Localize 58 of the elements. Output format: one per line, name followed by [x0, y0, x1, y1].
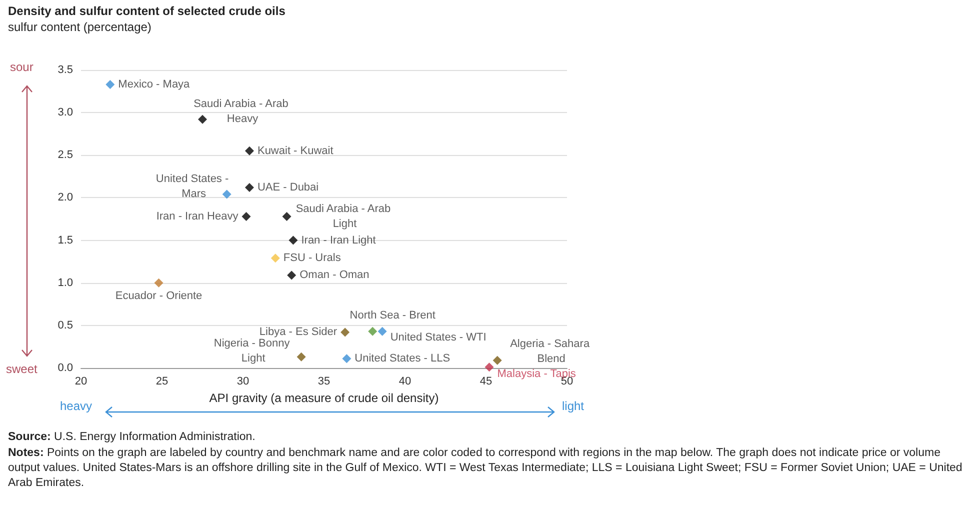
- y-tick-label: 1.0: [58, 276, 73, 289]
- x-tick-label: 30: [236, 376, 250, 388]
- point: [270, 254, 280, 263]
- point: [282, 212, 292, 221]
- series-label: Iran - Iran Heavy: [156, 210, 239, 222]
- y-tick-label: 0.5: [58, 319, 73, 332]
- point: [154, 278, 164, 288]
- series-label: Algeria - Sahara Blend: [510, 338, 593, 365]
- series-label: Libya - Es Sider: [259, 326, 338, 338]
- text: light: [562, 399, 584, 413]
- y-tick-label: 1.5: [58, 234, 73, 246]
- x-tick-label: 25: [156, 376, 168, 388]
- series-label: United States - LLS: [354, 352, 450, 365]
- y-tick-label: 3.5: [58, 64, 73, 76]
- series-label: Mexico - Maya: [118, 78, 191, 90]
- text: heavy: [60, 399, 92, 413]
- point: [198, 114, 207, 124]
- x-tick-label: 20: [74, 376, 88, 388]
- source-note: Source: U.S. Energy Information Administration.: [8, 430, 256, 445]
- series-label: FSU - Urals: [283, 252, 342, 264]
- point: [222, 190, 232, 199]
- y-tick-label: 2.5: [58, 149, 73, 162]
- chart-title: Density and sulfur content of selected crude oils: [8, 4, 286, 18]
- x-axis-title: API gravity (a measure of crude oil density): [209, 390, 439, 405]
- y-tick-label: 2.0: [58, 192, 73, 204]
- series-label: UAE - Dubai: [257, 181, 319, 194]
- series-label: Nigeria - Bonny Light: [214, 337, 293, 364]
- x-tick-label: 45: [480, 376, 492, 388]
- point: [287, 270, 296, 280]
- series-label: Kuwait - Kuwait: [257, 144, 334, 157]
- y-tick-label: 0.0: [58, 362, 73, 374]
- point: [106, 80, 115, 89]
- point: [492, 356, 502, 365]
- point: [244, 146, 254, 156]
- series-label: North Sea - Brent: [350, 309, 436, 322]
- text: sweet: [6, 362, 38, 376]
- point: [288, 236, 298, 245]
- series-label: Saudi Arabia - Arab Light: [296, 202, 394, 230]
- x-tick-label: 40: [398, 376, 412, 388]
- point: [296, 352, 306, 362]
- point: [342, 354, 352, 364]
- point: [340, 328, 350, 337]
- point: [484, 362, 494, 372]
- series-label: United States - WTI: [390, 331, 486, 344]
- series-label: Iran - Iran Light: [301, 234, 376, 246]
- y-axis-title: sulfur content (percentage): [8, 20, 152, 34]
- x-tick-label: 35: [318, 376, 330, 388]
- point: [368, 326, 378, 336]
- text: Notes: Points on the graph are labeled by country and benchmark name and are color coded to correspond with regions in the map below. The graph does not indicate price or volume output values. United States-Mars is an offshore drilling site in the Gulf of Mexico. WTI = West Texas Intermediate; LLS = Louisiana Light Sweet; FSU = Former Soviet Union; UAE = United Arab Emirates.: [8, 446, 964, 491]
- point: [242, 212, 251, 221]
- text: sour: [10, 60, 34, 74]
- point: [378, 326, 387, 336]
- y-tick-label: 3.0: [58, 106, 73, 119]
- point: [244, 182, 254, 192]
- series-label: Ecuador - Oriente: [115, 290, 202, 302]
- series-label: United States - Mars: [156, 172, 232, 200]
- series-label: Oman - Oman: [300, 269, 370, 282]
- series-label: Saudi Arabia - Arab Heavy: [194, 98, 292, 125]
